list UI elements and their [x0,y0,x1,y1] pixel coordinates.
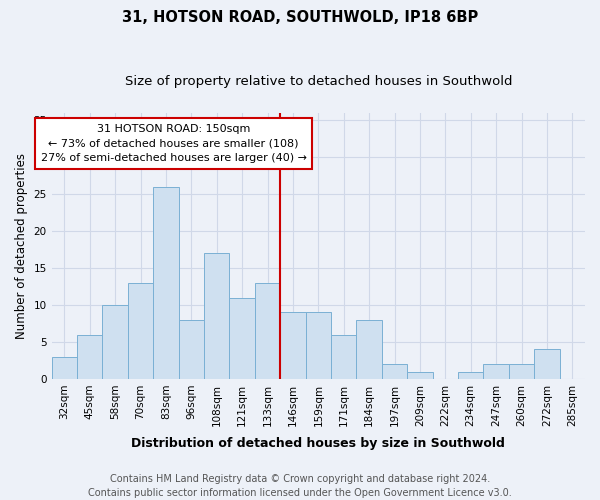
Y-axis label: Number of detached properties: Number of detached properties [15,153,28,339]
Bar [509,364,534,379]
Bar [128,283,153,379]
Bar [179,320,204,379]
X-axis label: Distribution of detached houses by size in Southwold: Distribution of detached houses by size … [131,437,505,450]
Bar [484,364,509,379]
Bar [77,334,103,379]
Text: 31, HOTSON ROAD, SOUTHWOLD, IP18 6BP: 31, HOTSON ROAD, SOUTHWOLD, IP18 6BP [122,10,478,25]
Text: 31 HOTSON ROAD: 150sqm
← 73% of detached houses are smaller (108)
27% of semi-de: 31 HOTSON ROAD: 150sqm ← 73% of detached… [41,124,307,164]
Title: Size of property relative to detached houses in Southwold: Size of property relative to detached ho… [125,75,512,88]
Bar [280,312,305,379]
Bar [458,372,484,379]
Bar [255,283,280,379]
Bar [331,334,356,379]
Bar [305,312,331,379]
Bar [103,305,128,379]
Bar [229,298,255,379]
Bar [356,320,382,379]
Bar [52,356,77,379]
Bar [534,350,560,379]
Bar [407,372,433,379]
Text: Contains HM Land Registry data © Crown copyright and database right 2024.
Contai: Contains HM Land Registry data © Crown c… [88,474,512,498]
Bar [153,186,179,379]
Bar [382,364,407,379]
Bar [204,253,229,379]
